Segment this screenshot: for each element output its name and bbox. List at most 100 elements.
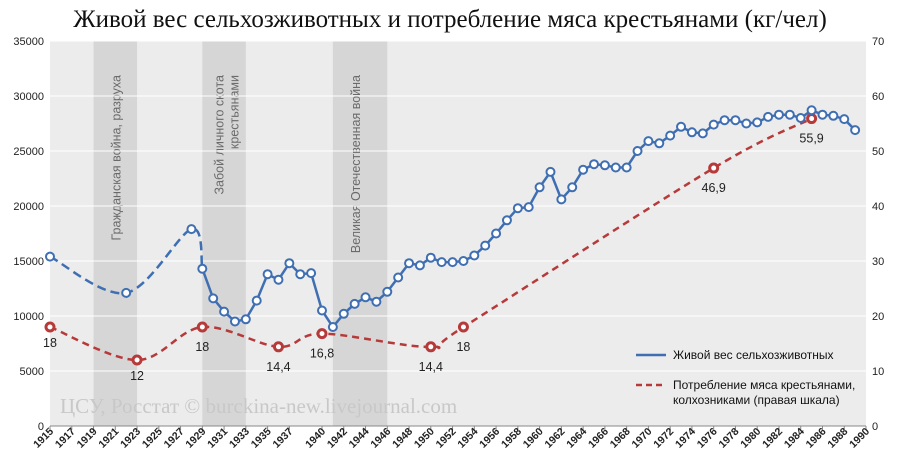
meat-line [49, 117, 813, 362]
x-tick: 1986 [804, 426, 829, 451]
livestock-point [752, 117, 763, 128]
livestock-point [404, 258, 415, 269]
legend-label-livestock: Живой вес сельхозживотных [673, 348, 834, 362]
livestock-point [654, 138, 665, 149]
y-tick-left: 25000 [13, 146, 44, 158]
livestock-point [719, 115, 730, 126]
livestock-point [817, 109, 828, 120]
livestock-point [240, 314, 251, 325]
x-tick: 1974 [673, 426, 698, 451]
x-tick: 1988 [825, 426, 850, 451]
y-tick-right: 20 [872, 311, 884, 323]
meat-point [44, 321, 56, 333]
war-bands: Гражданская война, разруха Забой личного … [93, 41, 388, 426]
livestock-point [306, 268, 317, 279]
livestock-point [382, 286, 393, 297]
livestock-point [45, 251, 55, 262]
livestock-point [458, 256, 469, 266]
x-tick: 1952 [434, 426, 459, 451]
livestock-point [501, 215, 512, 226]
x-tick: 1944 [347, 426, 372, 451]
x-tick: 1954 [455, 426, 480, 451]
y-tick-left: 15000 [13, 256, 44, 268]
y-tick-right: 50 [872, 146, 884, 158]
livestock-point [208, 293, 219, 304]
livestock-point [371, 296, 382, 307]
meat-point-label: 14,4 [419, 360, 443, 374]
band-label-line: Забой личного скота [212, 75, 226, 195]
meat-point-label: 14,4 [266, 360, 290, 374]
x-tick: 1956 [477, 426, 502, 451]
band-2 [332, 41, 388, 426]
meat-point [708, 162, 720, 174]
livestock-point [632, 146, 643, 156]
livestock-point [621, 162, 632, 173]
meat-point-label: 12 [130, 369, 144, 383]
livestock-point [197, 263, 208, 274]
legend-label-meat: Потребление мяса крестьянами, колхозника… [673, 378, 859, 407]
meat-point-label: 46,9 [702, 181, 726, 195]
livestock-point [708, 119, 719, 130]
livestock-point [349, 298, 360, 309]
livestock-point [643, 136, 654, 147]
livestock-point [121, 287, 132, 298]
livestock-point [589, 159, 599, 170]
x-tick: 1923 [118, 426, 143, 451]
livestock-point [556, 194, 567, 205]
livestock-point [295, 269, 306, 280]
livestock-point [795, 113, 806, 123]
livestock-point [676, 121, 687, 132]
x-tick: 1935 [249, 426, 274, 451]
livestock-point [338, 308, 349, 319]
x-tick: 1964 [564, 426, 589, 451]
band-label-0: Гражданская война, разруха [110, 75, 124, 241]
livestock-point [447, 257, 458, 268]
livestock-point [229, 316, 240, 327]
x-tick: 1950 [412, 426, 437, 451]
livestock-point [545, 166, 556, 177]
legend: Живой вес сельхозживотных Потребление мя… [636, 348, 859, 407]
livestock-point [186, 224, 197, 235]
x-tick: 1960 [521, 426, 546, 451]
livestock-point [686, 127, 697, 138]
y-tick-left: 30000 [13, 91, 44, 103]
band-label-line: крестьянами [227, 75, 241, 149]
livestock-point [850, 125, 861, 136]
x-tick: 1946 [368, 426, 393, 451]
meat-point-label: 18 [43, 336, 57, 350]
meat-point-label: 16,8 [310, 347, 334, 361]
x-tick: 1990 [847, 426, 872, 451]
meat-point-label: 18 [456, 340, 470, 354]
livestock-point [578, 164, 589, 175]
livestock-point [425, 252, 436, 263]
series-livestock-weight [45, 105, 861, 332]
x-tick: 1927 [162, 426, 187, 451]
livestock-point [806, 105, 817, 116]
meat-point [131, 354, 143, 366]
x-tick: 1917 [53, 426, 78, 451]
livestock-point [327, 322, 338, 332]
livestock-point [599, 160, 610, 171]
livestock-point [665, 130, 676, 141]
livestock-point [741, 118, 752, 129]
x-tick: 1984 [782, 426, 807, 451]
plot-background [50, 41, 866, 426]
y-tick-right: 60 [872, 91, 884, 103]
livestock-point [784, 109, 795, 120]
x-tick: 1948 [390, 426, 415, 451]
x-tick: 1925 [140, 426, 165, 451]
livestock-point [317, 305, 327, 316]
y-tick-right: 40 [872, 201, 884, 213]
livestock-point [763, 111, 774, 122]
livestock-point [262, 269, 273, 280]
livestock-point [251, 295, 262, 306]
chart-title: Живой вес сельхозживотных и потребление … [73, 6, 827, 33]
meat-point [196, 321, 208, 333]
livestock-point [512, 203, 523, 214]
x-tick: 1972 [651, 426, 676, 451]
x-tick: 1940 [303, 426, 328, 451]
x-tick: 1976 [695, 426, 720, 451]
meat-point [425, 341, 437, 353]
y-tick-right: 30 [872, 256, 884, 268]
